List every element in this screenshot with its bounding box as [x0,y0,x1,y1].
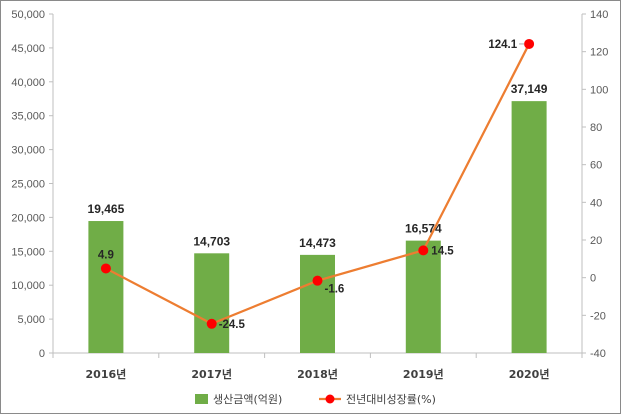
line-marker [524,38,535,49]
line-data-label: 124.1 [488,39,517,51]
y-right-tick-label: 120 [590,47,608,59]
bar-data-label: 14,473 [299,236,336,250]
bar [405,240,441,353]
y-left-tick-label: 15,000 [11,246,45,258]
line-data-label: 4.9 [98,249,114,261]
legend-bar-swatch [195,394,208,404]
y-right-tick-label: -40 [590,348,606,360]
y-right-tick-label: 140 [590,9,608,21]
y-left-tick-label: 10,000 [11,280,45,292]
x-tick-label: 2016년 [86,367,127,381]
x-tick-label: 2020년 [509,367,550,381]
bar [88,221,124,353]
line-data-label: -1.6 [325,284,345,296]
bar-data-label: 14,703 [193,234,230,248]
y-right-tick-label: 100 [590,84,608,96]
y-right-tick-label: 0 [590,273,596,285]
y-left-tick-label: 30,000 [11,145,45,157]
y-left-tick-label: 20,000 [11,212,45,224]
legend-line-marker [325,394,335,404]
y-left-tick-label: 5,000 [17,314,45,326]
y-left-tick-label: 40,000 [11,77,45,89]
line-data-label: -24.5 [219,319,246,331]
y-right-tick-label: 80 [590,122,602,134]
bar-data-label: 37,149 [511,82,548,96]
bar [300,254,335,353]
y-left-tick-label: 25,000 [11,179,45,191]
y-right-tick-label: 40 [590,197,602,209]
legend-bar-label: 생산금액(억원) [213,393,282,406]
legend-line-label: 전년대비성장률(%) [346,393,436,406]
x-tick-label: 2017년 [191,367,232,381]
y-right-tick-label: 60 [590,160,602,172]
bar-data-label: 19,465 [88,202,125,216]
x-tick-label: 2018년 [297,367,338,381]
line-marker [418,245,429,256]
line-marker [206,318,217,329]
y-right-tick-label: -20 [590,310,606,322]
y-left-tick-label: 35,000 [11,111,45,123]
y-left-tick-label: 50,000 [11,9,45,21]
y-left-tick-label: 0 [39,348,45,360]
line-data-label: 14.5 [431,245,454,257]
y-left-tick-label: 45,000 [11,43,45,55]
bar [194,253,230,353]
line-marker [312,275,323,286]
x-tick-label: 2019년 [403,367,444,381]
line-marker [100,263,111,274]
y-right-tick-label: 20 [590,235,602,247]
bar [511,101,547,353]
